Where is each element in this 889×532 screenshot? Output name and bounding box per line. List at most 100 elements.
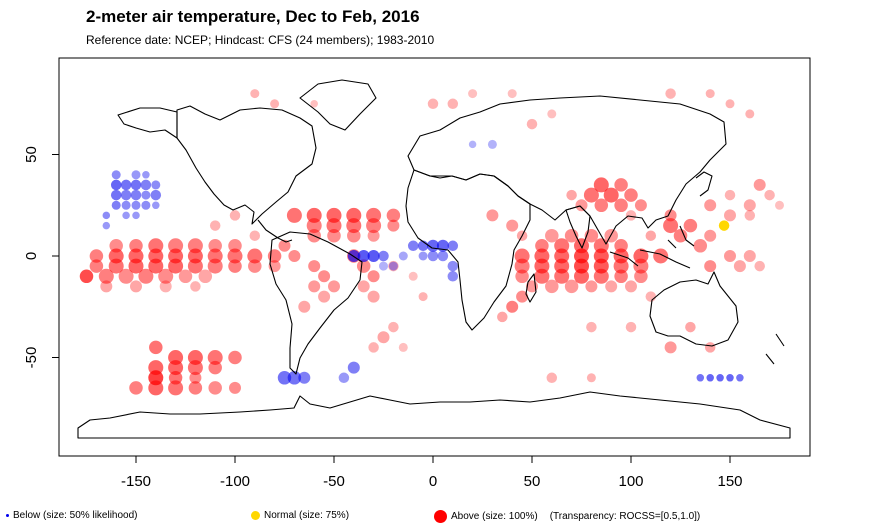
point-above (377, 331, 390, 344)
point-above (733, 260, 746, 273)
point-above (388, 260, 399, 272)
point-above (128, 258, 144, 274)
legend-normal-marker (251, 511, 260, 520)
point-above (704, 342, 716, 353)
point-above (109, 239, 123, 253)
point-above (270, 99, 280, 109)
point-below (150, 189, 162, 201)
india-outline (565, 205, 591, 249)
point-above (118, 268, 134, 284)
point-above (306, 218, 322, 234)
point-above (664, 209, 677, 222)
legend-below: Below (size: 50% likelihood) (6, 510, 138, 521)
point-above (724, 189, 736, 201)
point-above (614, 239, 628, 253)
point-above (189, 371, 202, 384)
australia-outline (649, 271, 739, 347)
point-above (633, 258, 649, 274)
point-above (514, 258, 530, 274)
point-above (705, 89, 715, 99)
point-above (634, 269, 648, 284)
point-above (603, 187, 619, 203)
point-above (516, 290, 529, 303)
point-below (427, 250, 439, 262)
point-above (367, 229, 380, 242)
point-above (187, 360, 203, 376)
point-above (138, 268, 154, 284)
point-above (546, 372, 558, 384)
point-above (554, 268, 570, 284)
point-above (79, 269, 94, 284)
point-below (378, 250, 389, 262)
point-above (593, 268, 609, 284)
point-above (190, 281, 201, 292)
point-above (665, 88, 676, 99)
forecast-points (79, 88, 784, 396)
point-above (634, 199, 647, 212)
point-above (129, 381, 143, 395)
point-above (168, 360, 184, 376)
point-above (447, 98, 459, 110)
point-above (318, 270, 331, 283)
point-above (386, 208, 401, 223)
point-below (407, 240, 419, 252)
point-below (447, 240, 459, 252)
point-above (89, 249, 104, 263)
point-above (743, 250, 756, 262)
point-above (764, 189, 775, 201)
point-above (408, 271, 418, 281)
point-above (346, 218, 362, 234)
point-above (129, 239, 143, 253)
point-above (357, 280, 370, 293)
point-below (110, 179, 122, 191)
point-above (148, 370, 164, 386)
point-above (653, 248, 669, 264)
point-above (298, 300, 311, 313)
point-below (468, 140, 477, 149)
point-below (142, 171, 150, 179)
point-above (564, 279, 579, 294)
point-above (586, 321, 597, 333)
point-above (159, 280, 172, 293)
point-above (227, 248, 243, 264)
point-above (427, 98, 439, 110)
point-above (613, 258, 629, 274)
point-above (286, 207, 302, 223)
point-above (208, 360, 222, 375)
point-above (100, 280, 113, 293)
point-above (497, 311, 508, 323)
x-tick-label: -150 (121, 473, 151, 490)
point-below (696, 374, 705, 382)
legend-transparency-label: (Transparency: ROCSS=[0.5,1.0]) (549, 511, 701, 522)
point-above (187, 238, 203, 254)
antarctica-outline (77, 391, 791, 439)
point-above (168, 258, 184, 274)
legend-above-label: Above (size: 100%) (451, 511, 538, 522)
point-above (198, 269, 213, 284)
point-below (287, 371, 302, 385)
point-above (625, 210, 637, 221)
southeast-asia-islands-outline (609, 225, 695, 269)
point-above (148, 258, 164, 274)
point-above (554, 238, 570, 254)
point-above (228, 259, 242, 273)
point-below (418, 251, 428, 261)
point-above (89, 259, 104, 273)
point-above (506, 300, 519, 313)
point-above (326, 218, 342, 234)
chart-title: 2-meter air temperature, Dec to Feb, 201… (86, 7, 420, 26)
point-above (724, 209, 736, 222)
point-below (437, 250, 449, 262)
x-tick-label: 0 (429, 473, 437, 490)
point-above (534, 268, 550, 284)
point-below (298, 371, 311, 384)
point-above (249, 230, 261, 241)
point-above (398, 342, 408, 352)
point-below (706, 374, 714, 382)
point-above (356, 259, 371, 273)
point-above (545, 228, 559, 243)
point-above (388, 321, 399, 333)
legend-above-marker (434, 510, 447, 523)
point-below (130, 179, 142, 191)
legend-normal-label: Normal (size: 75%) (264, 510, 350, 521)
